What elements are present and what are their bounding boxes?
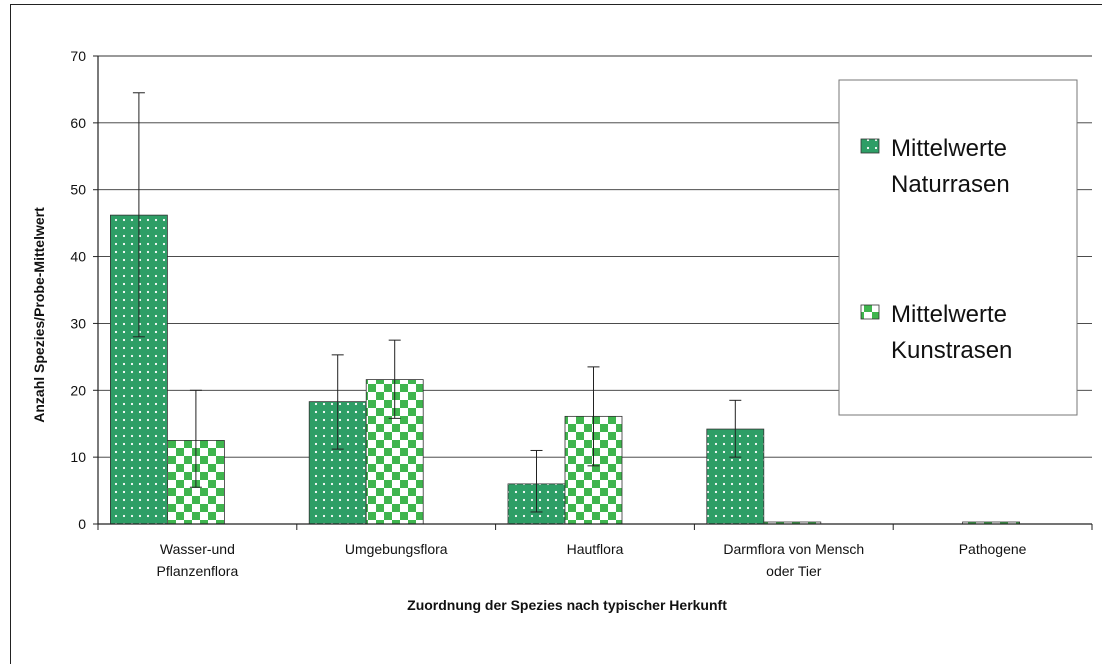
legend: Mittelwerte Naturrasen Mittelwerte Kunstras… [838, 79, 1078, 416]
x-tick-label: Pathogene [959, 541, 1027, 557]
legend-box [838, 79, 1078, 416]
y-tick-label: 30 [70, 315, 86, 331]
y-axis-ticks: 0 10 20 30 40 50 60 70 [70, 48, 98, 532]
y-axis-title: Anzahl Spezies/Probe-Mittelwert [31, 207, 47, 423]
legend-swatch [860, 138, 880, 154]
x-axis-category-labels: Wasser-und Pflanzenflora Umgebungsflora Hau… [157, 541, 1027, 579]
x-tick-label: Umgebungsflora [345, 541, 448, 557]
x-tick-label: Hautflora [567, 541, 624, 557]
bars [110, 214, 1020, 525]
legend-label: Mittelwerte Naturrasen [891, 135, 1010, 198]
y-tick-label: 20 [70, 382, 86, 398]
legend-swatch [860, 304, 880, 320]
x-tick-label: Darmflora von Mensch oder Tier [723, 541, 864, 579]
axes [97, 56, 1093, 530]
legend-label: Mittelwerte Kunstrasen [891, 301, 1012, 364]
y-tick-label: 10 [70, 449, 86, 465]
y-tick-label: 0 [78, 516, 86, 532]
x-tick-label: Wasser-und Pflanzenflora [157, 541, 239, 579]
chart-canvas: 0 10 20 30 40 50 60 70 Wasser-und Pflanzenflora U… [31, 48, 1093, 613]
y-tick-label: 40 [70, 249, 86, 265]
y-tick-label: 70 [70, 48, 86, 64]
y-tick-label: 60 [70, 115, 86, 131]
chart-frame [10, 4, 1102, 664]
y-tick-label: 50 [70, 182, 86, 198]
error-bars [132, 92, 742, 513]
x-axis-title: Zuordnung der Spezies nach typischer Her… [407, 597, 727, 613]
